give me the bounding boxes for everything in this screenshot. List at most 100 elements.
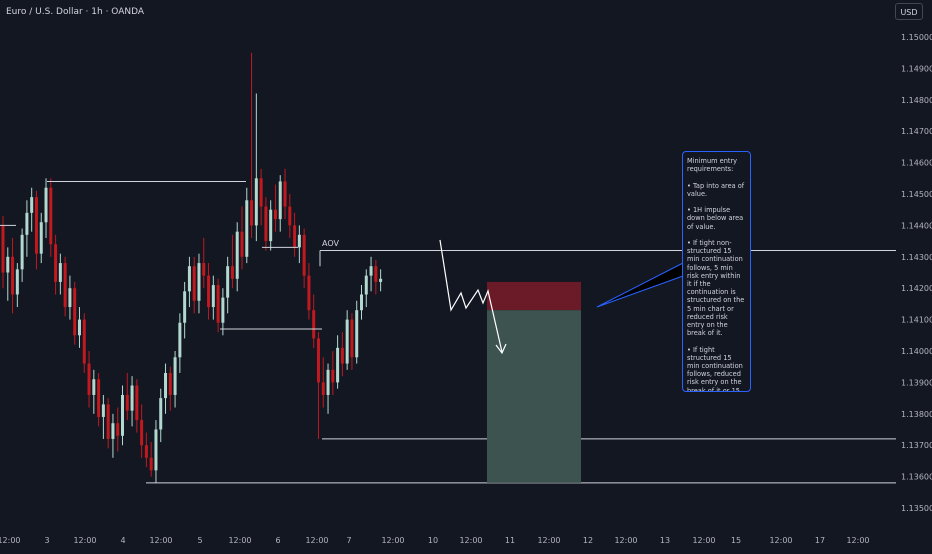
candle <box>140 404 144 458</box>
time-axis-label: 12:00 <box>73 536 96 545</box>
candle-body <box>183 291 187 323</box>
candle-body <box>297 234 301 248</box>
candle-body <box>278 181 282 220</box>
price-axis[interactable]: 1.15000 1.14900 1.14800 1.14700 1.14600 1.145… <box>901 33 932 513</box>
candle <box>331 351 335 395</box>
time-axis-label: 12:00 <box>846 536 869 545</box>
candle-body <box>39 222 43 254</box>
note-box[interactable]: Minimum entry requirements: • Tap into a… <box>682 151 751 392</box>
candle-body <box>316 338 320 383</box>
candle <box>374 259 378 295</box>
candle-body <box>164 372 168 399</box>
candle <box>216 278 220 333</box>
stop-loss-zone[interactable] <box>487 281 581 311</box>
candle-body <box>192 266 196 301</box>
candle <box>87 351 91 408</box>
candle <box>125 372 129 421</box>
candle <box>369 256 373 292</box>
price-axis-label: 1.14200 <box>901 284 932 293</box>
candle-body <box>34 197 38 254</box>
candle-body <box>54 244 58 282</box>
time-axis-label: 10 <box>428 536 438 545</box>
candle-body <box>235 231 239 279</box>
price-axis-label: 1.13600 <box>901 473 932 482</box>
candle-body <box>149 457 153 471</box>
candle-body <box>207 275 211 308</box>
price-axis-label: 1.13800 <box>901 410 932 419</box>
candle <box>202 237 206 289</box>
time-axis-label: 15 <box>731 536 741 545</box>
candle-body <box>288 206 292 226</box>
projection-arrow-head <box>495 343 507 355</box>
candle <box>173 351 177 408</box>
candle <box>149 442 153 477</box>
candle-body <box>360 294 363 311</box>
time-axis-label: 17 <box>815 536 825 545</box>
projection-path[interactable] <box>439 239 503 353</box>
candle-body <box>269 209 273 242</box>
candle <box>11 237 15 314</box>
candle <box>360 285 363 320</box>
price-axis-label: 1.15000 <box>901 33 932 42</box>
candle-body <box>240 231 244 257</box>
candle-body <box>11 256 15 295</box>
currency-button[interactable]: USD <box>895 3 923 20</box>
candle-body <box>350 319 354 358</box>
candle <box>183 281 187 339</box>
candle <box>168 366 172 411</box>
candle <box>245 187 249 264</box>
candle-body <box>121 394 124 436</box>
candle-body <box>68 288 72 308</box>
candle <box>350 313 354 370</box>
candle <box>293 212 297 257</box>
candle-body <box>178 322 182 358</box>
candle-body <box>144 445 148 458</box>
candle-body <box>20 234 24 270</box>
candle-body <box>312 310 316 339</box>
candle-body <box>101 404 105 417</box>
take-profit-zone[interactable] <box>487 310 581 483</box>
candle-body <box>82 319 86 364</box>
candle-body <box>87 363 91 395</box>
candle-body <box>49 187 53 245</box>
candle <box>164 363 168 414</box>
candle-body <box>187 266 191 292</box>
time-axis-label: 4 <box>120 536 125 545</box>
candle-body <box>230 266 234 279</box>
candle-body <box>221 297 225 323</box>
candle-body <box>250 200 254 226</box>
price-axis-label: 1.14600 <box>901 159 932 168</box>
candle <box>336 335 340 389</box>
candle-body <box>340 347 344 364</box>
candle <box>264 197 268 251</box>
candle <box>130 376 134 427</box>
time-axis[interactable]: 12:00 3 12:00 4 12:00 5 12:00 6 12:00 7 12:00 10 12:… <box>0 536 870 545</box>
candle <box>144 432 148 468</box>
candle <box>340 332 344 377</box>
time-axis-label: 12:00 <box>228 536 251 545</box>
candle-body <box>345 319 349 364</box>
candle-body <box>264 206 268 242</box>
candle <box>15 263 19 308</box>
candle <box>187 256 191 308</box>
candle-body <box>106 404 110 439</box>
candle-body <box>379 278 383 282</box>
position-layer[interactable] <box>487 281 581 483</box>
candle <box>197 253 201 314</box>
candle <box>178 313 182 373</box>
candle-body <box>135 385 139 421</box>
time-axis-label: 7 <box>346 536 351 545</box>
candle <box>192 256 196 314</box>
candle-body <box>44 187 48 223</box>
candle-body <box>15 269 19 295</box>
time-axis-label: 3 <box>44 536 49 545</box>
candle <box>121 385 124 446</box>
candle <box>355 300 359 364</box>
candle <box>92 369 96 414</box>
candle <box>269 200 273 251</box>
candle <box>283 168 287 220</box>
time-axis-label: 13 <box>660 536 670 545</box>
candle-body <box>302 234 306 276</box>
